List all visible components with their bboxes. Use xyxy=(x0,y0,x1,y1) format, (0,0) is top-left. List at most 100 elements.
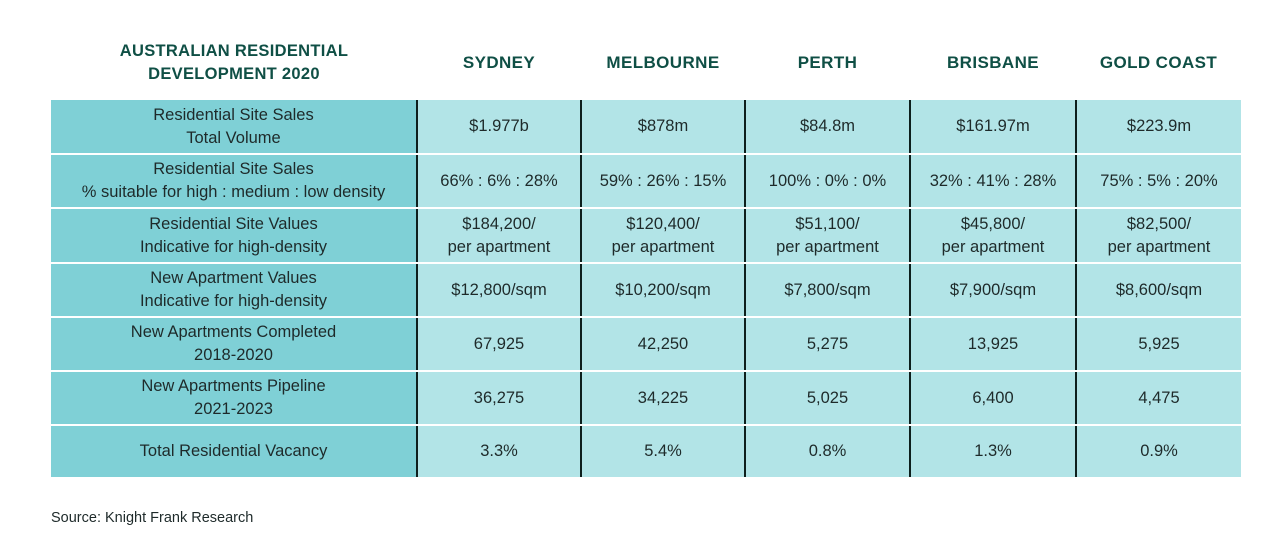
cell-value: 5,925 xyxy=(1138,334,1180,353)
value-cell-perth: $84.8m xyxy=(745,100,911,155)
table-row: Residential Site Values Indicative for h… xyxy=(51,208,1241,264)
cell-value: 4,475 xyxy=(1138,388,1180,407)
value-cell-melbourne: $878m xyxy=(581,100,746,155)
column-header-sydney: SYDNEY xyxy=(462,53,536,72)
value-cell-melbourne: 42,250 xyxy=(581,317,746,372)
column-header-gold-coast: GOLD COAST xyxy=(1099,53,1218,72)
row-label: New Apartments Pipeline 2021-2023 xyxy=(141,377,326,418)
cell-value: 100% : 0% : 0% xyxy=(768,171,887,190)
value-cell-brisbane: 6,400 xyxy=(910,371,1077,426)
value-cell-sydney: 36,275 xyxy=(417,371,582,426)
value-cell-sydney: 3.3% xyxy=(417,425,582,477)
cell-value: 42,250 xyxy=(637,334,689,353)
cell-value: 32% : 41% : 28% xyxy=(929,171,1057,190)
source-note: Source: Knight Frank Research xyxy=(51,510,254,526)
cell-value: $223.9m xyxy=(1126,117,1192,135)
cell-value: $45,800/ per apartment xyxy=(941,214,1045,256)
value-cell-sydney: 66% : 6% : 28% xyxy=(417,154,582,209)
column-header-brisbane: BRISBANE xyxy=(947,53,1039,72)
cell-value: 59% : 26% : 15% xyxy=(599,171,727,190)
value-cell-brisbane: $161.97m xyxy=(910,100,1077,155)
row-label: Total Residential Vacancy xyxy=(139,442,328,460)
cell-value: $82,500/ per apartment xyxy=(1107,214,1211,256)
cell-value: $184,200/ per apartment xyxy=(447,214,551,256)
row-label: Residential Site Sales Total Volume xyxy=(153,105,314,147)
row-label-cell: New Apartments Completed 2018-2020 xyxy=(51,317,418,372)
row-label: New Apartment Values Indicative for high… xyxy=(139,269,328,310)
cell-value: $7,800/sqm xyxy=(784,280,871,299)
data-table: Residential Site Sales Total Volume $1.97… xyxy=(51,100,1241,477)
row-label-cell: Total Residential Vacancy xyxy=(51,425,418,477)
cell-value: $12,800/sqm xyxy=(451,280,547,299)
value-cell-sydney: $12,800/sqm xyxy=(417,263,582,318)
value-cell-melbourne: $10,200/sqm xyxy=(581,263,746,318)
row-label-cell: New Apartment Values Indicative for high… xyxy=(51,263,418,318)
value-cell-gold-coast: 0.9% xyxy=(1076,425,1241,477)
cell-value: 0.8% xyxy=(808,442,847,460)
row-label: New Apartments Completed 2018-2020 xyxy=(130,323,337,364)
cell-value: 5.4% xyxy=(644,442,682,460)
value-cell-perth: 5,275 xyxy=(745,317,911,372)
cell-value: 34,225 xyxy=(637,388,689,407)
row-label-cell: Residential Site Sales Total Volume xyxy=(51,100,418,155)
value-cell-brisbane: $45,800/ per apartment xyxy=(910,208,1077,264)
value-cell-sydney: $1.977b xyxy=(417,100,582,155)
cell-value: $10,200/sqm xyxy=(615,280,711,299)
cell-value: $7,900/sqm xyxy=(949,280,1037,299)
cell-value: $161.97m xyxy=(956,117,1030,135)
column-header-perth: PERTH xyxy=(797,53,858,72)
table-header: AUSTRALIAN RESIDENTIAL DEVELOPMENT 2020 … xyxy=(51,28,1241,98)
value-cell-perth: $7,800/sqm xyxy=(745,263,911,318)
cell-value: $51,100/ per apartment xyxy=(776,214,879,256)
cell-value: $8,600/sqm xyxy=(1115,280,1203,299)
cell-value: 1.3% xyxy=(974,442,1012,460)
table-row: New Apartments Completed 2018-2020 67,925… xyxy=(51,317,1241,372)
cell-value: 5,275 xyxy=(806,334,849,353)
row-label: Residential Site Sales % suitable for hi… xyxy=(81,160,386,201)
value-cell-perth: 0.8% xyxy=(745,425,911,477)
cell-value: 13,925 xyxy=(967,334,1019,353)
value-cell-sydney: $184,200/ per apartment xyxy=(417,208,582,264)
cell-value: 3.3% xyxy=(480,442,518,460)
value-cell-gold-coast: 75% : 5% : 20% xyxy=(1076,154,1241,209)
cell-value: 67,925 xyxy=(473,334,525,353)
cell-value: 75% : 5% : 20% xyxy=(1100,171,1218,190)
value-cell-brisbane: 32% : 41% : 28% xyxy=(910,154,1077,209)
value-cell-melbourne: 34,225 xyxy=(581,371,746,426)
value-cell-melbourne: 5.4% xyxy=(581,425,746,477)
table-title: AUSTRALIAN RESIDENTIAL DEVELOPMENT 2020 xyxy=(119,42,349,83)
value-cell-perth: 100% : 0% : 0% xyxy=(745,154,911,209)
value-cell-gold-coast: $223.9m xyxy=(1076,100,1241,155)
row-label-cell: New Apartments Pipeline 2021-2023 xyxy=(51,371,418,426)
row-label-cell: Residential Site Values Indicative for h… xyxy=(51,208,418,264)
row-label-cell: Residential Site Sales % suitable for hi… xyxy=(51,154,418,209)
value-cell-gold-coast: 4,475 xyxy=(1076,371,1241,426)
cell-value: $878m xyxy=(637,117,689,135)
table-row: New Apartments Pipeline 2021-2023 36,275 3… xyxy=(51,371,1241,426)
value-cell-brisbane: 13,925 xyxy=(910,317,1077,372)
table-row: Total Residential Vacancy 3.3% 5.4% 0.8% 1.3… xyxy=(51,425,1241,477)
cell-value: 5,025 xyxy=(806,388,849,407)
table-row: New Apartment Values Indicative for high… xyxy=(51,263,1241,318)
value-cell-perth: 5,025 xyxy=(745,371,911,426)
cell-value: 6,400 xyxy=(972,388,1014,407)
cell-value: 36,275 xyxy=(473,388,525,407)
value-cell-gold-coast: 5,925 xyxy=(1076,317,1241,372)
cell-value: $120,400/ per apartment xyxy=(611,214,715,256)
column-header-melbourne: MELBOURNE xyxy=(606,53,720,72)
value-cell-gold-coast: $82,500/ per apartment xyxy=(1076,208,1241,264)
table-row: Residential Site Sales Total Volume $1.97… xyxy=(51,100,1241,155)
value-cell-melbourne: 59% : 26% : 15% xyxy=(581,154,746,209)
cell-value: 66% : 6% : 28% xyxy=(440,171,558,190)
row-label: Residential Site Values Indicative for h… xyxy=(139,214,328,256)
value-cell-sydney: 67,925 xyxy=(417,317,582,372)
cell-value: 0.9% xyxy=(1140,442,1178,460)
value-cell-perth: $51,100/ per apartment xyxy=(745,208,911,264)
cell-value: $1.977b xyxy=(469,117,529,135)
value-cell-brisbane: $7,900/sqm xyxy=(910,263,1077,318)
value-cell-melbourne: $120,400/ per apartment xyxy=(581,208,746,264)
table-row: Residential Site Sales % suitable for hi… xyxy=(51,154,1241,209)
value-cell-brisbane: 1.3% xyxy=(910,425,1077,477)
value-cell-gold-coast: $8,600/sqm xyxy=(1076,263,1241,318)
